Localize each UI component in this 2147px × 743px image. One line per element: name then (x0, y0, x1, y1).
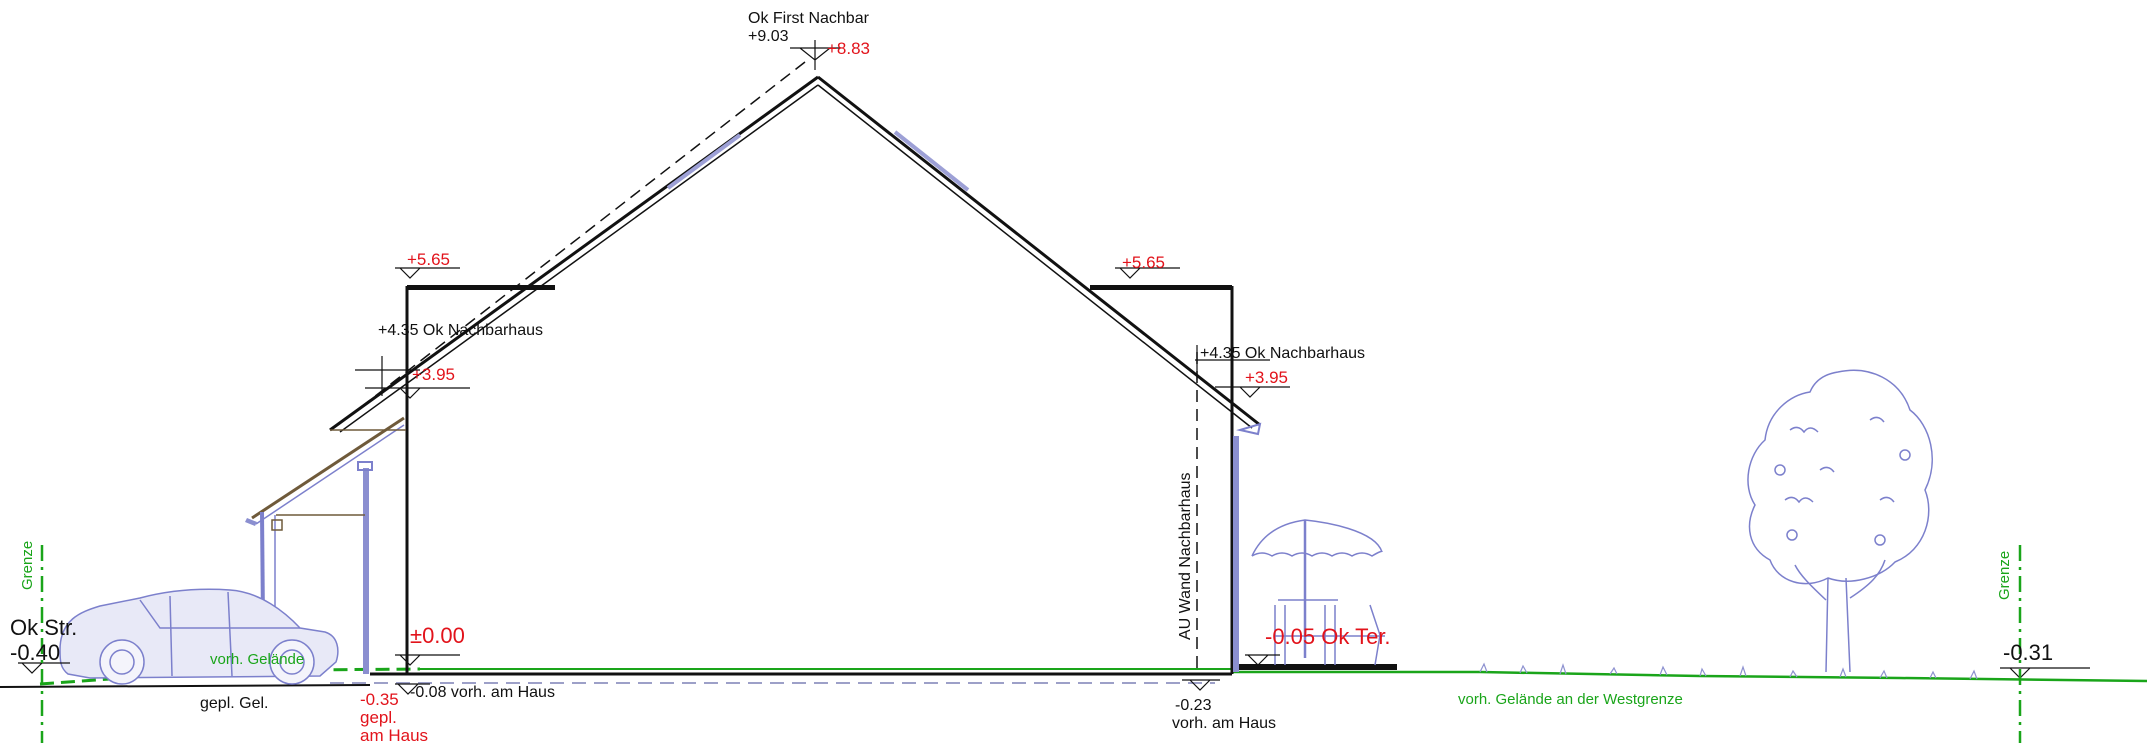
car-symbol (59, 588, 339, 685)
eave-right-level: +3.95 (1245, 368, 1288, 387)
ridge-neighbour-level: +9.03 (748, 28, 789, 45)
neighbour-house-left-label: +4.35 Ok Nachbarhaus (378, 322, 543, 339)
ridge-neighbour-label: Ok First Nachbar (748, 10, 870, 27)
boundary-lines (40, 545, 2022, 743)
right-level: -0.31 (2003, 640, 2053, 665)
terrace-level: -0.05 Ok Ter. (1265, 624, 1391, 649)
eave-right-top-level: +5.65 (1122, 253, 1165, 272)
neighbour-house-right-label: +4.35 Ok Nachbarhaus (1200, 345, 1365, 362)
planned-at-house-text2: am Haus (360, 726, 428, 743)
level-markers (18, 40, 2090, 695)
existing-terrain-label: vorh. Gelände (210, 651, 304, 668)
parasol-table-symbol (1251, 519, 1385, 666)
ridge-planned-level: +8.83 (827, 39, 870, 58)
boundary-left-label: Grenze (19, 541, 36, 590)
planned-at-house-level: -0.35 (360, 690, 399, 709)
street-level: -0.40 (10, 640, 60, 665)
planned-ground-label: gepl. Gel. (200, 695, 268, 712)
street-label: Ok Str. (10, 615, 77, 640)
wall-neighbour-label: AU Wand Nachbarhaus (1177, 473, 1194, 641)
existing-at-house-left-label: -0.08 vorh. am Haus (410, 684, 555, 701)
carport (245, 416, 406, 623)
planned-at-house-text1: gepl. (360, 708, 397, 727)
boundary-right-label: Grenze (1996, 551, 2013, 600)
existing-at-house-right-level: -0.23 (1175, 697, 1212, 714)
existing-at-house-right-label: vorh. am Haus (1172, 715, 1276, 732)
zero-level: ±0.00 (410, 623, 465, 648)
tree-symbol (1747, 369, 1933, 673)
house-section (329, 61, 1262, 674)
eave-left-top-level: +5.65 (407, 250, 450, 269)
west-terrain-label: vorh. Gelände an der Westgrenze (1458, 691, 1683, 708)
eave-left-level: +3.95 (412, 365, 455, 384)
